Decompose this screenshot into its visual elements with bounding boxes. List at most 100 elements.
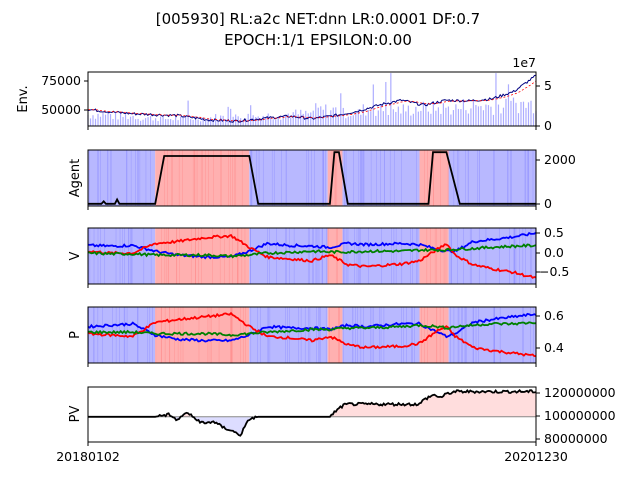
env-volume-bar bbox=[124, 114, 127, 126]
env-volume-bar bbox=[257, 116, 259, 126]
env-volume-bar bbox=[367, 110, 369, 126]
action-region-buy bbox=[419, 228, 449, 284]
env-volume-bar bbox=[517, 113, 520, 126]
value-line-buy bbox=[87, 233, 537, 279]
env-volume-bar bbox=[457, 108, 460, 126]
env-volume-bar bbox=[520, 101, 522, 126]
env-volume-bar bbox=[442, 103, 444, 126]
env-volume-bar bbox=[360, 114, 362, 126]
env-volume-bar bbox=[512, 97, 515, 126]
env-volume-bar bbox=[200, 121, 202, 126]
env-volume-bar bbox=[340, 93, 342, 126]
env-volume-bar bbox=[112, 118, 114, 126]
agent-ytick-0: 0 bbox=[544, 196, 552, 211]
env-volume-bar bbox=[287, 113, 289, 126]
x-tick-end: 20201230 bbox=[504, 449, 568, 464]
env-volume-bar bbox=[365, 115, 367, 126]
env-volume-bar bbox=[455, 104, 457, 126]
env-volume-bar bbox=[477, 106, 480, 126]
env-volume-bar bbox=[275, 119, 277, 126]
env-volume-bar bbox=[295, 109, 297, 126]
env-volume-bar bbox=[300, 109, 302, 126]
env-volume-bar bbox=[142, 119, 144, 126]
env-volume-bar bbox=[487, 105, 490, 126]
pv-ytick-120000000: 120000000 bbox=[544, 385, 616, 400]
env-volume-bar bbox=[260, 120, 262, 126]
env-volume-bar bbox=[102, 113, 104, 126]
env-volume-bar bbox=[220, 115, 222, 126]
policy-panel: 0.6 0.4 P bbox=[68, 306, 564, 364]
env-volume-bar bbox=[290, 117, 292, 126]
env-volume-bar bbox=[134, 119, 137, 126]
env-y2tick-0: 0 bbox=[544, 118, 552, 133]
env-volume-bar bbox=[445, 107, 447, 126]
env-y2tick-5: 5 bbox=[544, 78, 552, 93]
env-volume-bar bbox=[154, 118, 157, 126]
env-volume-bar bbox=[230, 108, 232, 126]
env-volume-bar bbox=[282, 116, 284, 126]
pv-frame bbox=[87, 386, 537, 443]
shared-x-ticks bbox=[87, 126, 537, 367]
env-volume-bar bbox=[122, 116, 124, 126]
env-volume-bar bbox=[245, 118, 247, 126]
env-volume-bar bbox=[515, 102, 517, 126]
env-volume-bar bbox=[497, 104, 500, 126]
env-volume-bar bbox=[510, 100, 512, 126]
env-volume-bar bbox=[372, 84, 374, 126]
env-volume-bar bbox=[492, 114, 495, 126]
agent-stocks-line bbox=[88, 151, 536, 205]
env-volume-bar bbox=[462, 99, 465, 126]
env-volume-bar bbox=[470, 108, 472, 126]
env-volume-bar bbox=[129, 116, 132, 126]
env-volume-bar bbox=[180, 116, 182, 126]
env-volume-bar bbox=[395, 111, 397, 126]
env-volume-bar bbox=[320, 106, 322, 126]
env-volume-bar bbox=[335, 107, 337, 126]
env-y2-offset: 1e7 bbox=[512, 55, 536, 70]
env-volume-bar bbox=[302, 113, 304, 126]
env-volume-bar bbox=[507, 84, 510, 126]
value-lines bbox=[87, 231, 537, 279]
env-volume-bar bbox=[169, 119, 172, 126]
env-volume-bar bbox=[225, 119, 227, 126]
env-volume-bar bbox=[415, 106, 417, 126]
env-volume-bar bbox=[174, 117, 177, 126]
env-volume-bar bbox=[375, 115, 377, 126]
value-ytick-neg0.5: −0.5 bbox=[539, 264, 569, 279]
env-volume-bar bbox=[397, 106, 399, 126]
policy-line-hold bbox=[87, 321, 537, 337]
env-volume-bar bbox=[285, 115, 287, 126]
env-volume-bar bbox=[502, 107, 505, 126]
env-volume-bar bbox=[185, 117, 187, 126]
env-volume-bar bbox=[144, 118, 147, 126]
env-volume-bar bbox=[495, 73, 497, 126]
env-ma-line bbox=[87, 80, 537, 122]
env-volume-bar bbox=[530, 100, 532, 126]
env-volume-bar bbox=[187, 100, 189, 126]
action-region-buy bbox=[155, 150, 250, 206]
action-region-sell bbox=[342, 228, 420, 284]
env-volume-bar bbox=[292, 112, 294, 126]
env-volume-bar bbox=[107, 112, 109, 126]
env-volume-bar bbox=[265, 116, 267, 126]
env-volume-bar bbox=[137, 118, 139, 126]
env-volume-bar bbox=[390, 73, 392, 126]
env-volume-bar bbox=[207, 118, 209, 126]
env-volume-bar bbox=[410, 115, 412, 126]
env-volume-bar bbox=[460, 109, 462, 126]
env-ytick-50000: 50000 bbox=[41, 102, 81, 117]
env-volume-bar bbox=[327, 116, 329, 126]
env-volume-bar bbox=[435, 110, 437, 126]
env-volume-bar bbox=[355, 111, 357, 126]
env-volume-bar bbox=[267, 113, 269, 126]
env-volume-bar bbox=[447, 106, 450, 126]
policy-ytick-0.6: 0.6 bbox=[544, 308, 564, 323]
pv-ytick-100000000: 100000000 bbox=[544, 408, 616, 423]
env-volume-bar bbox=[119, 112, 122, 126]
env-volume-bar bbox=[532, 113, 535, 126]
pv-line bbox=[88, 388, 537, 437]
env-volume-bar bbox=[99, 116, 102, 126]
env-panel: 75000 50000 5 0 1e7 Env. bbox=[16, 55, 552, 133]
env-volume-bar bbox=[280, 119, 282, 126]
